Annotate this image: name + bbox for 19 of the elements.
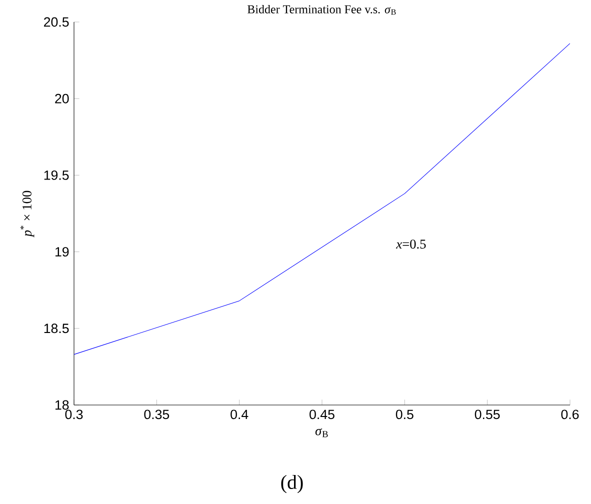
x-tick-label: 0.5 [396, 410, 414, 420]
x-tick-label: 0.45 [310, 410, 334, 420]
y-tick-label: 18 [55, 400, 69, 410]
chart-title: Bidder Termination Fee v.s. σ$_{B}$ [248, 4, 396, 15]
y-tick-label: 20 [55, 94, 69, 104]
y-axis-title: p$^{*}$ × 100 [20, 190, 34, 238]
annotation: x=0.5 [396, 240, 426, 249]
y-tick-label: 18.5 [44, 324, 69, 334]
y-tick-label: 19 [55, 247, 69, 257]
x-tick-label: 0.4 [230, 410, 248, 420]
y-tick-label: 19.5 [44, 170, 69, 180]
text: (d) [281, 474, 303, 494]
x-tick-label: 0.6 [561, 410, 579, 420]
x-tick-label: 0.55 [474, 410, 500, 420]
x-axis-title: σ$_{B}$ [315, 428, 328, 438]
x-tick-label: 0.3 [65, 410, 83, 420]
x-tick-label: 0.35 [144, 410, 170, 420]
y-tick-label: 20.5 [44, 17, 69, 27]
line-series [74, 43, 570, 355]
